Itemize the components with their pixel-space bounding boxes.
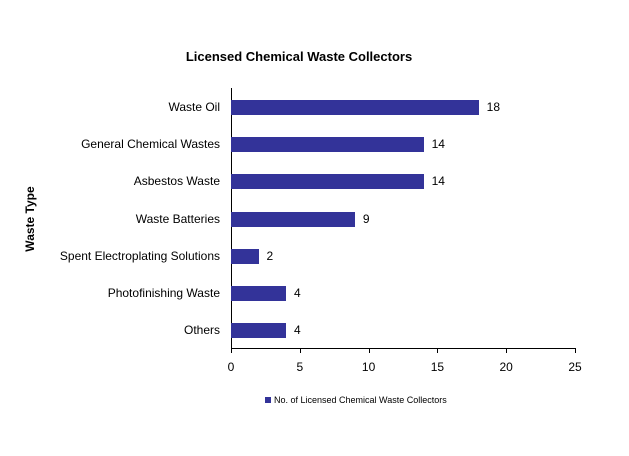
x-tick bbox=[231, 348, 232, 353]
data-label: 4 bbox=[294, 286, 301, 300]
category-label: Photofinishing Waste bbox=[107, 286, 220, 300]
x-tick-label: 15 bbox=[430, 360, 445, 374]
bar bbox=[231, 286, 287, 301]
legend-label: No. of Licensed Chemical Waste Collector… bbox=[274, 395, 447, 405]
data-label: 14 bbox=[431, 137, 445, 152]
bar bbox=[231, 174, 424, 190]
x-tick-label: 20 bbox=[499, 360, 513, 374]
x-tick bbox=[299, 348, 301, 353]
x-axis-line bbox=[231, 348, 575, 349]
data-label: 2 bbox=[266, 248, 274, 263]
x-tick-label: 0 bbox=[227, 360, 235, 374]
bar bbox=[231, 248, 259, 264]
data-label: 18 bbox=[486, 100, 501, 114]
legend: No. of Licensed Chemical Waste Collector… bbox=[265, 395, 447, 405]
x-tick-label: 10 bbox=[361, 360, 376, 374]
x-tick bbox=[506, 348, 508, 353]
x-tick bbox=[575, 348, 576, 353]
category-label: Others bbox=[183, 323, 220, 338]
category-label: Asbestos Waste bbox=[133, 174, 220, 189]
chart-title: Licensed Chemical Waste Collectors bbox=[185, 49, 413, 64]
data-label: 14 bbox=[431, 174, 445, 189]
category-label: Waste Batteries bbox=[135, 211, 220, 226]
x-tick bbox=[437, 348, 439, 353]
category-label: Waste Oil bbox=[168, 100, 220, 114]
category-label: Spent Electroplating Solutions bbox=[59, 248, 220, 263]
x-tick-label: 25 bbox=[568, 360, 582, 374]
legend-swatch bbox=[265, 397, 271, 403]
data-label: 9 bbox=[362, 211, 370, 226]
bar bbox=[231, 100, 479, 115]
data-label: 4 bbox=[294, 323, 301, 338]
bar bbox=[231, 323, 287, 339]
bar bbox=[231, 137, 424, 153]
bar bbox=[231, 211, 355, 227]
x-tick-label: 5 bbox=[296, 360, 304, 374]
y-axis-label: Waste Type bbox=[23, 186, 37, 252]
x-tick bbox=[368, 348, 370, 353]
category-label: General Chemical Wastes bbox=[81, 137, 220, 152]
